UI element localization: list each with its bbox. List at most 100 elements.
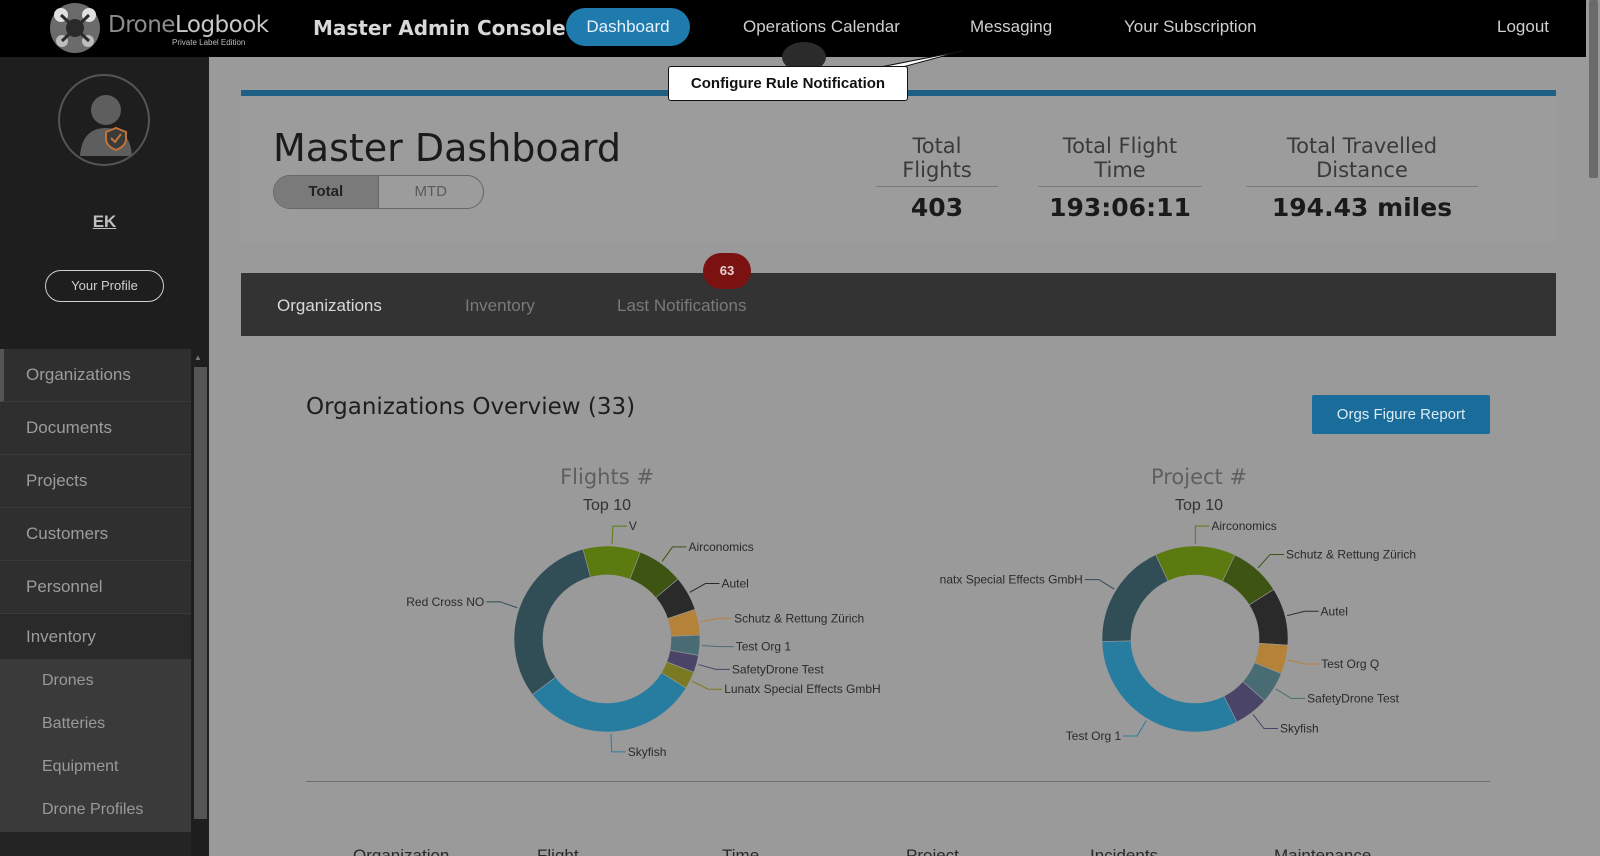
- slice-label-airconomics: Airconomics: [688, 540, 753, 554]
- section-divider: [306, 781, 1490, 782]
- sidebar-menu: Organizations Documents Projects Custome…: [0, 349, 209, 856]
- configure-rule-tooltip: Configure Rule Notification: [668, 66, 908, 101]
- column-header-organization: Organization: [353, 846, 450, 856]
- nav-dashboard[interactable]: Dashboard: [566, 8, 690, 46]
- leader-line-lunatx-special-effects-gmbh: [691, 680, 723, 690]
- leader-line-airconomics: [661, 546, 687, 562]
- column-header-flight: Flight: [537, 846, 579, 856]
- leader-line-red-cross-no: [486, 601, 518, 609]
- leader-line-schutz-rettung-z-rich: [1257, 553, 1285, 569]
- slice-label-skyfish: Skyfish: [1280, 722, 1319, 736]
- user-shield-icon: [80, 95, 132, 156]
- user-avatar[interactable]: [58, 74, 150, 166]
- sidebar-scroll-thumb[interactable]: [194, 367, 207, 819]
- slice-label-test-org-1: Test Org 1: [1066, 729, 1122, 743]
- tab-last-notifications[interactable]: Last Notifications: [617, 296, 747, 315]
- chart-title-flights: Flights #: [560, 465, 654, 489]
- sidebar-subitem-batteries[interactable]: Batteries: [42, 715, 106, 732]
- tab-bar: [241, 273, 1556, 336]
- stats-panel: [241, 90, 1556, 242]
- nav-operations-calendar[interactable]: Operations Calendar: [743, 17, 900, 36]
- brand-name: DroneLogbook: [108, 12, 269, 38]
- leader-line-skyfish: [1252, 713, 1278, 730]
- slice-label-v: V: [629, 520, 637, 533]
- toggle-total[interactable]: Total: [274, 176, 379, 208]
- stat-total-flight-time: Total Flight Time 193:06:11: [1038, 134, 1202, 222]
- page-title: Master Dashboard: [273, 126, 622, 170]
- inventory-submenu: Drones Batteries Equipment Drone Profile…: [0, 660, 191, 832]
- slice-label-schutz-rettung-z-rich: Schutz & Rettung Zürich: [734, 611, 864, 625]
- stat-total-travelled-distance: Total Travelled Distance 194.43 miles: [1246, 134, 1478, 222]
- sidebar-item-inventory[interactable]: Inventory: [0, 614, 191, 660]
- notification-count-badge: 63: [703, 253, 751, 289]
- period-toggle[interactable]: Total MTD: [273, 175, 484, 209]
- stat-label: Total Flights: [876, 134, 998, 187]
- brand-edition: Private Label Edition: [172, 38, 246, 47]
- stat-total-flights: Total Flights 403: [876, 134, 998, 222]
- chart-subtitle-projects: Top 10: [1174, 497, 1224, 514]
- page-scroll-thumb[interactable]: [1589, 0, 1598, 178]
- sidebar-subitem-drones[interactable]: Drones: [42, 672, 94, 689]
- leader-line-safetydrone-test: [698, 664, 730, 670]
- donut-slice-lunatx-special-effects-gmbh[interactable]: [1101, 554, 1169, 642]
- column-header-incidents: Incidents: [1090, 846, 1159, 856]
- leader-line-test-org-1: [701, 644, 734, 648]
- slice-label-lunatx-special-effects-gmbh: Lunatx Special Effects GmbH: [724, 682, 881, 696]
- overview-title: Organizations Overview (33): [306, 394, 636, 420]
- page-scrollbar[interactable]: [1586, 0, 1600, 856]
- slice-label-schutz-rettung-z-rich: Schutz & Rettung Zürich: [1286, 547, 1416, 561]
- slice-label-safetydrone-test: SafetyDrone Test: [732, 662, 824, 676]
- donut-slice-red-cross-no[interactable]: [513, 548, 591, 695]
- sidebar-item-projects[interactable]: Projects: [0, 455, 191, 508]
- leader-line-skyfish: [610, 733, 626, 753]
- slice-label-test-org-q: Test Org Q: [1321, 657, 1379, 671]
- slice-label-autel: Autel: [1321, 604, 1348, 618]
- stat-value: 403: [910, 193, 964, 222]
- column-header-project: Project: [906, 846, 959, 856]
- sidebar-item-documents[interactable]: Documents: [0, 402, 191, 455]
- leader-line-safetydrone-test: [1275, 688, 1306, 699]
- flights-donut-chart: V Airconomics Autel Schutz & Rettung Zürich…: [406, 520, 881, 759]
- sidebar-subitem-drone-profiles[interactable]: Drone Profiles: [42, 801, 144, 818]
- orgs-figure-report-button[interactable]: Orgs Figure Report: [1312, 395, 1490, 434]
- nav-messaging[interactable]: Messaging: [970, 17, 1053, 36]
- slice-label-test-org-1: Test Org 1: [736, 640, 792, 654]
- leader-line-lunatx-special-effects-gmbh: [1084, 579, 1115, 590]
- leader-line-test-org-q: [1287, 659, 1320, 665]
- stat-label: Total Flight Time: [1038, 134, 1202, 187]
- slice-label-safetydrone-test: SafetyDrone Test: [1307, 691, 1399, 705]
- column-header-time: Time: [722, 846, 760, 856]
- slice-label-skyfish: Skyfish: [628, 745, 667, 759]
- slice-label-red-cross-no: Red Cross NO: [406, 595, 484, 609]
- sidebar-item-personnel[interactable]: Personnel: [0, 561, 191, 614]
- your-profile-button[interactable]: Your Profile: [45, 270, 164, 302]
- leader-line-test-org-1: [1123, 720, 1147, 737]
- nav-your-subscription[interactable]: Your Subscription: [1124, 17, 1257, 36]
- column-header-maintenance: Maintenance: [1274, 846, 1372, 856]
- logout-link[interactable]: Logout: [1497, 17, 1549, 36]
- slice-label-lunatx-special-effects-gmbh: Lunatx Special Effects GmbH: [940, 573, 1083, 587]
- user-initials-link[interactable]: EK: [92, 212, 117, 231]
- console-title: Master Admin Console: [313, 16, 566, 40]
- scroll-up-arrow-icon[interactable]: ▲: [194, 353, 202, 362]
- donut-slice-skyfish[interactable]: [531, 672, 687, 733]
- donut-slice-test-org-1[interactable]: [1101, 640, 1238, 733]
- sidebar-item-customers[interactable]: Customers: [0, 508, 191, 561]
- leader-line-airconomics: [1194, 525, 1210, 545]
- slice-label-autel: Autel: [721, 577, 748, 591]
- projects-donut-chart: Airconomics Schutz & Rettung Zürich Autel T…: [940, 520, 1416, 743]
- donut-slice-airconomics[interactable]: [1155, 545, 1236, 582]
- chart-subtitle-flights: Top 10: [582, 497, 632, 514]
- leader-line-v: [611, 525, 627, 545]
- stat-value: 193:06:11: [1049, 193, 1191, 222]
- chart-title-projects: Project #: [1150, 465, 1248, 489]
- stat-value: 194.43 miles: [1271, 193, 1453, 222]
- sidebar-subitem-equipment[interactable]: Equipment: [42, 758, 119, 775]
- sidebar-item-organizations[interactable]: Organizations: [0, 349, 191, 402]
- toggle-mtd[interactable]: MTD: [414, 183, 448, 200]
- tab-organizations[interactable]: Organizations: [277, 296, 382, 315]
- slice-label-airconomics: Airconomics: [1211, 520, 1276, 533]
- leader-line-autel: [1286, 610, 1319, 617]
- tab-inventory[interactable]: Inventory: [465, 296, 535, 315]
- leader-line-schutz-rettung-z-rich: [700, 617, 733, 623]
